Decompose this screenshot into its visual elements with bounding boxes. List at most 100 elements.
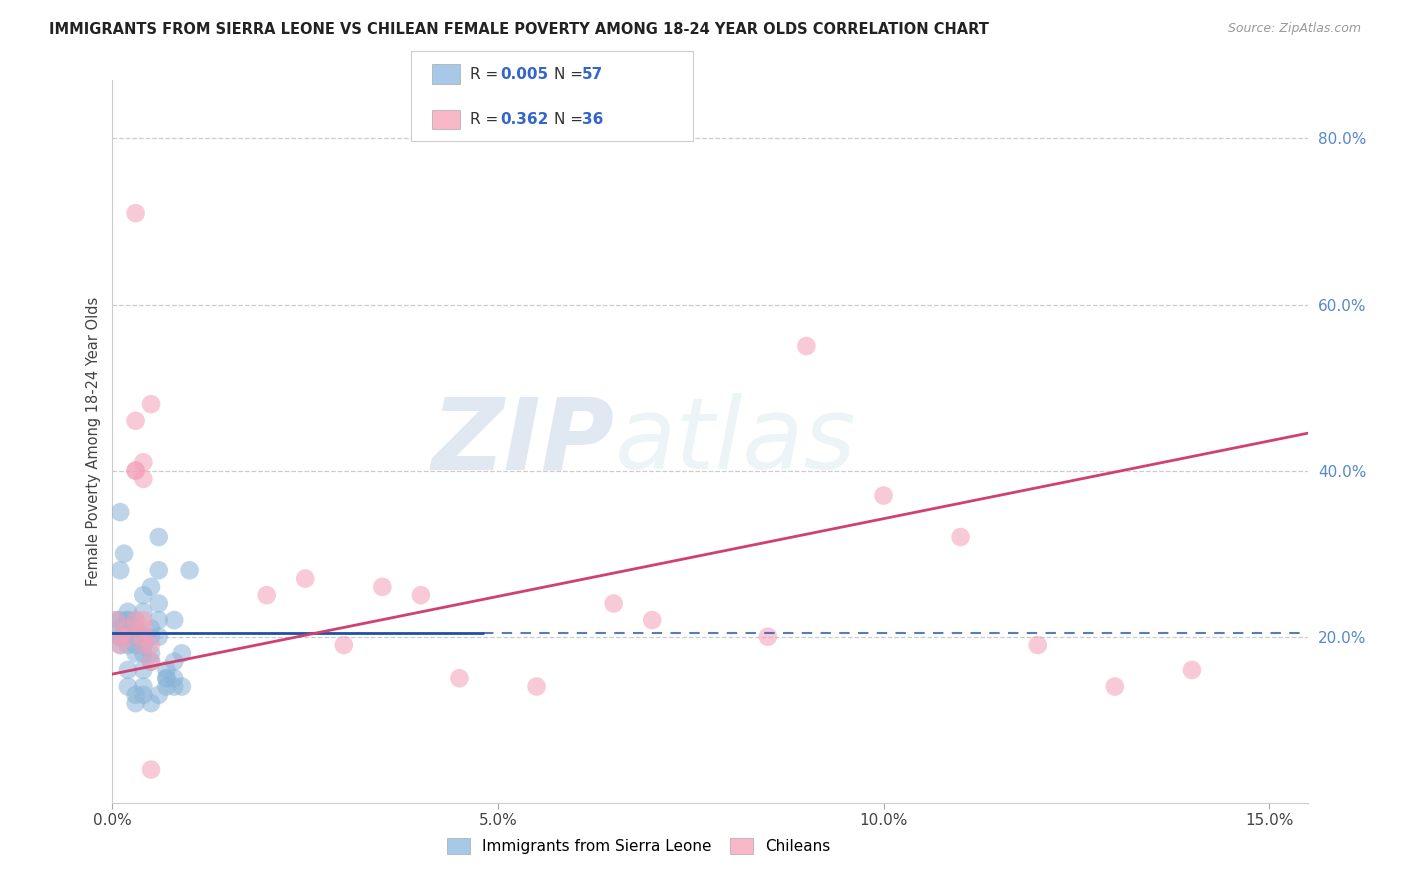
Point: [124, 630, 146, 644]
Point: [170, 680, 193, 694]
Text: ZIP: ZIP: [432, 393, 614, 490]
Point: [148, 613, 170, 627]
Legend: Immigrants from Sierra Leone, Chileans: Immigrants from Sierra Leone, Chileans: [440, 832, 837, 860]
Point: [108, 638, 131, 652]
Point: [124, 464, 146, 478]
Point: [132, 455, 155, 469]
Text: 0.005: 0.005: [501, 67, 548, 81]
Point: [117, 663, 139, 677]
Point: [1026, 638, 1049, 652]
Point: [117, 613, 139, 627]
Point: [132, 472, 155, 486]
Point: [108, 630, 131, 644]
Point: [641, 613, 664, 627]
Point: [155, 680, 177, 694]
Point: [108, 630, 131, 644]
Point: [163, 680, 186, 694]
Point: [371, 580, 394, 594]
Point: [117, 630, 139, 644]
Point: [112, 547, 135, 561]
Point: [1181, 663, 1204, 677]
Point: [139, 655, 162, 669]
Point: [148, 688, 170, 702]
Point: [294, 572, 316, 586]
Point: [117, 605, 139, 619]
Point: [155, 663, 177, 677]
Y-axis label: Female Poverty Among 18-24 Year Olds: Female Poverty Among 18-24 Year Olds: [86, 297, 101, 586]
Point: [526, 680, 548, 694]
Text: 36: 36: [582, 112, 603, 127]
Point: [449, 671, 471, 685]
Point: [132, 588, 155, 602]
Point: [139, 763, 162, 777]
Point: [117, 630, 139, 644]
Point: [124, 414, 146, 428]
Text: N =: N =: [554, 112, 588, 127]
Point: [124, 464, 146, 478]
Text: R =: R =: [470, 67, 503, 81]
Point: [105, 613, 128, 627]
Point: [132, 646, 155, 660]
Point: [756, 630, 779, 644]
Point: [949, 530, 972, 544]
Point: [139, 696, 162, 710]
Text: 57: 57: [582, 67, 603, 81]
Point: [163, 613, 186, 627]
Point: [117, 638, 139, 652]
Point: [139, 638, 162, 652]
Point: [124, 688, 146, 702]
Point: [132, 638, 155, 652]
Point: [163, 655, 186, 669]
Point: [108, 638, 131, 652]
Point: [872, 489, 894, 503]
Point: [155, 671, 177, 685]
Point: [108, 505, 131, 519]
Point: [148, 630, 170, 644]
Text: Source: ZipAtlas.com: Source: ZipAtlas.com: [1227, 22, 1361, 36]
Point: [117, 621, 139, 635]
Point: [124, 613, 146, 627]
Text: IMMIGRANTS FROM SIERRA LEONE VS CHILEAN FEMALE POVERTY AMONG 18-24 YEAR OLDS COR: IMMIGRANTS FROM SIERRA LEONE VS CHILEAN …: [49, 22, 988, 37]
Point: [139, 655, 162, 669]
Point: [117, 680, 139, 694]
Point: [139, 621, 162, 635]
Point: [1104, 680, 1126, 694]
Point: [170, 646, 193, 660]
Point: [132, 688, 155, 702]
Point: [132, 613, 155, 627]
Point: [124, 621, 146, 635]
Text: R =: R =: [470, 112, 503, 127]
Point: [108, 563, 131, 577]
Point: [139, 397, 162, 411]
Point: [256, 588, 278, 602]
Point: [148, 563, 170, 577]
Point: [333, 638, 356, 652]
Point: [148, 597, 170, 611]
Point: [132, 630, 155, 644]
Point: [155, 671, 177, 685]
Point: [139, 646, 162, 660]
Text: N =: N =: [554, 67, 588, 81]
Point: [132, 605, 155, 619]
Point: [117, 613, 139, 627]
Point: [124, 206, 146, 220]
Point: [796, 339, 818, 353]
Point: [117, 621, 139, 635]
Point: [124, 696, 146, 710]
Point: [108, 613, 131, 627]
Point: [124, 630, 146, 644]
Point: [124, 646, 146, 660]
Point: [163, 671, 186, 685]
Point: [139, 580, 162, 594]
Point: [602, 597, 624, 611]
Point: [124, 613, 146, 627]
Point: [409, 588, 432, 602]
Point: [105, 613, 128, 627]
Point: [132, 630, 155, 644]
Point: [132, 680, 155, 694]
Text: 0.362: 0.362: [501, 112, 548, 127]
Text: atlas: atlas: [614, 393, 856, 490]
Point: [139, 630, 162, 644]
Point: [124, 638, 146, 652]
Point: [124, 621, 146, 635]
